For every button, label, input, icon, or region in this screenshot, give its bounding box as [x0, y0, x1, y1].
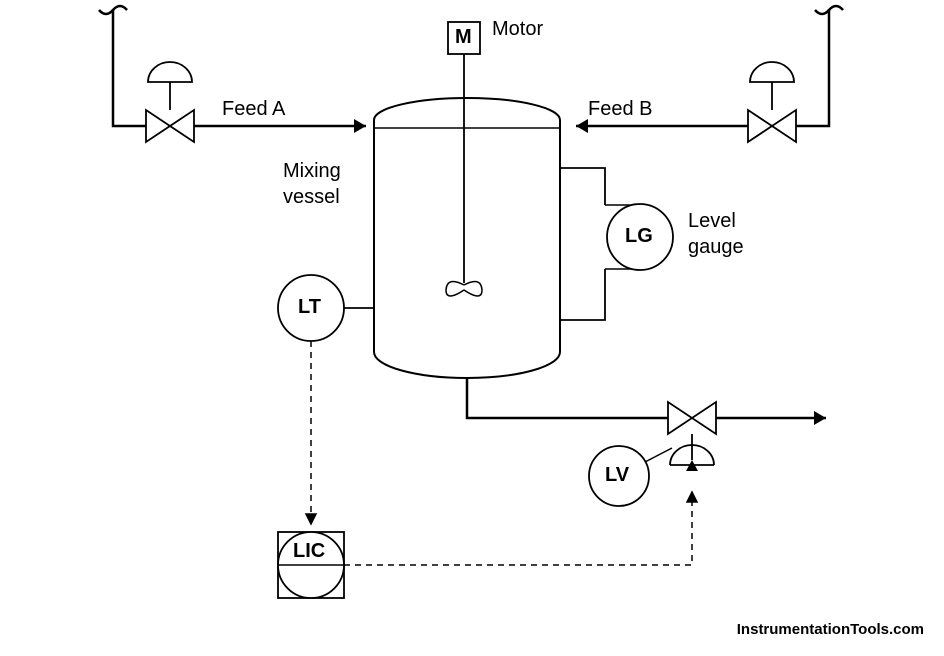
m-symbol: M [455, 26, 472, 49]
motor-symbol [446, 22, 482, 296]
pid-diagram: Motor M Feed A Feed B Mixing vessel Leve… [0, 0, 944, 656]
feed-a-label: Feed A [222, 98, 285, 121]
lg-text: LG [625, 225, 653, 248]
lt-text: LT [298, 296, 321, 319]
feed-a-line [99, 6, 366, 142]
mixing-vessel [374, 98, 560, 378]
motor-label: Motor [492, 18, 543, 41]
lic-text: LIC [293, 540, 325, 563]
feed-b-line [576, 6, 843, 142]
feed-b-label: Feed B [588, 98, 652, 121]
outlet-line [467, 378, 826, 471]
level-gauge-label-2: gauge [688, 236, 744, 259]
mixing-label-1: Mixing [283, 160, 341, 183]
mixing-label-2: vessel [283, 186, 340, 209]
watermark: InstrumentationTools.com [737, 621, 924, 638]
lv-connection [645, 448, 672, 462]
level-gauge-label-1: Level [688, 210, 736, 233]
lv-text: LV [605, 464, 629, 487]
diagram-svg [0, 0, 944, 656]
